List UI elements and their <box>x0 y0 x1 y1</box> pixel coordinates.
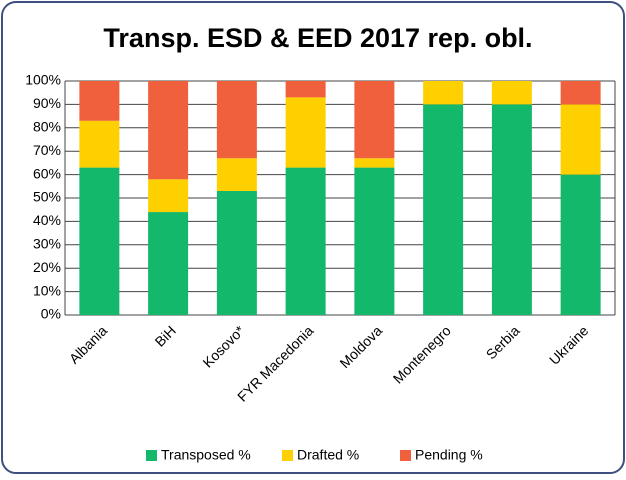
bar-segment <box>79 120 120 168</box>
y-tick-label: 80% <box>33 119 61 135</box>
bar-segment <box>285 81 326 98</box>
bar-segment <box>423 104 464 316</box>
y-tick-label: 30% <box>33 236 61 252</box>
bar-segment <box>560 104 601 175</box>
chart-title: Transp. ESD & EED 2017 rep. obl. <box>103 23 532 53</box>
y-tick-label: 60% <box>33 165 61 181</box>
bar-segment <box>79 81 120 121</box>
bar-segment <box>491 81 532 105</box>
bar-segment <box>216 81 257 159</box>
y-tick-label: 20% <box>33 259 61 275</box>
y-tick-label: 40% <box>33 212 61 228</box>
y-tick-label: 90% <box>33 95 61 111</box>
bar-segment <box>285 97 326 168</box>
bar-segment <box>560 174 601 315</box>
legend-label: Pending % <box>415 447 483 463</box>
bar-segment <box>423 81 464 105</box>
y-tick-label: 0% <box>41 306 61 322</box>
legend-swatch <box>146 450 157 461</box>
legend-swatch <box>282 450 293 461</box>
legend-label: Drafted % <box>297 447 359 463</box>
bar-segment <box>354 158 395 168</box>
bar-segment <box>354 167 395 315</box>
bar-segment <box>491 104 532 316</box>
y-tick-label: 70% <box>33 142 61 158</box>
bar-segment <box>285 167 326 315</box>
bar-segment <box>216 190 257 315</box>
legend-label: Transposed % <box>161 447 251 463</box>
bar-segment <box>79 167 120 315</box>
bar-segment <box>216 158 257 191</box>
y-tick-label: 50% <box>33 189 61 205</box>
bar-segment <box>354 81 395 159</box>
bar-segment <box>148 81 189 180</box>
y-tick-label: 100% <box>25 72 61 88</box>
bar-segment <box>148 212 189 315</box>
bar-segment <box>148 179 189 213</box>
bar-segment <box>560 81 601 105</box>
legend-swatch <box>400 450 411 461</box>
y-tick-label: 10% <box>33 282 61 298</box>
